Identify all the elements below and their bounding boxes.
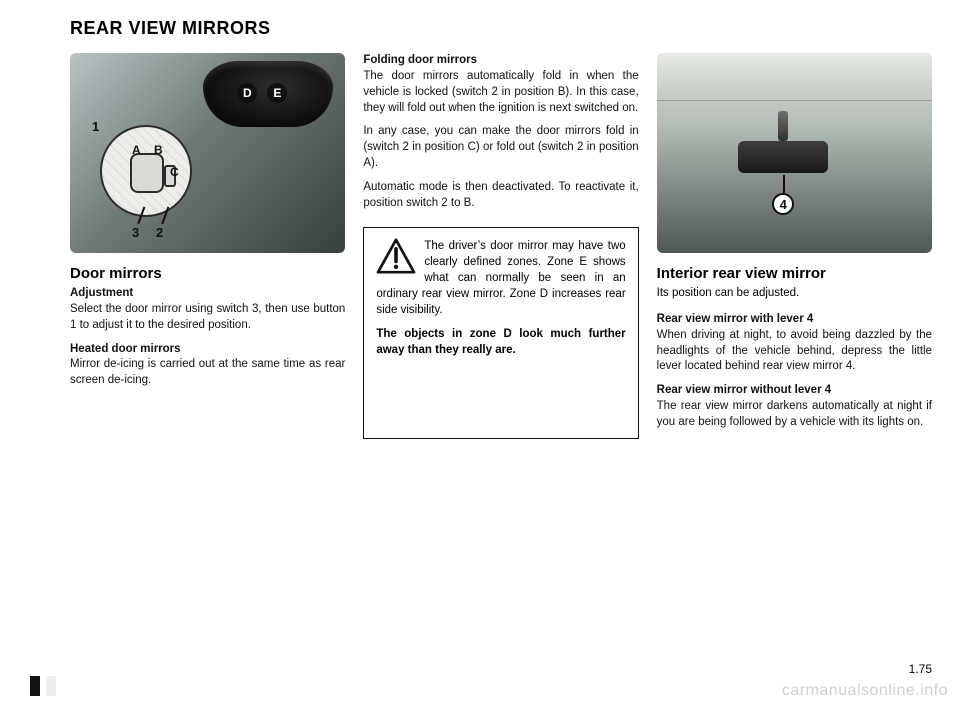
- text-adjustment: Select the door mirror using switch 3, t…: [70, 303, 345, 331]
- trim-marks: [30, 676, 56, 696]
- callout-1: 1: [92, 119, 99, 134]
- caution-box: The driver’s door mirror may have two cl…: [363, 227, 638, 439]
- paragraph-adjustment: Adjustment Select the door mirror using …: [70, 286, 345, 334]
- text-heated: Mirror de-icing is carried out at the sa…: [70, 358, 345, 386]
- letter-b: B: [154, 143, 163, 157]
- leader-line: [783, 175, 785, 193]
- heading-adjustment: Adjustment: [70, 287, 133, 299]
- callout-4: 4: [772, 193, 794, 215]
- text-folding-2: In any case, you can make the door mirro…: [363, 124, 638, 172]
- text-interior-lead: Its position can be adjusted.: [657, 286, 932, 302]
- watermark: carmanualsonline.info: [782, 682, 948, 700]
- column-3: 28522 4 Interior rear view mirror Its po…: [657, 53, 932, 439]
- figure-door-mirror: 28477 D E A B C 1 2 3: [70, 53, 345, 253]
- paragraph-folding: Folding door mirrors The door mirrors au…: [363, 53, 638, 116]
- mirror-housing-illustration: D E: [203, 61, 333, 127]
- trim-mark: [46, 676, 56, 696]
- column-2: Folding door mirrors The door mirrors au…: [363, 53, 638, 439]
- heading-with-lever: Rear view mirror with lever 4: [657, 313, 814, 325]
- trim-mark: [30, 676, 40, 696]
- text-without-lever: The rear view mirror darkens automatical…: [657, 400, 932, 428]
- caution-text-2: The objects in zone D look much further …: [376, 326, 625, 358]
- paragraph-without-lever: Rear view mirror without lever 4 The rea…: [657, 383, 932, 431]
- page: REAR VIEW MIRRORS 28477 D E A B C 1: [0, 0, 960, 710]
- paragraph-heated: Heated door mirrors Mirror de-icing is c…: [70, 342, 345, 390]
- page-title: REAR VIEW MIRRORS: [70, 18, 932, 39]
- columns: 28477 D E A B C 1 2 3: [70, 53, 932, 439]
- headliner-illustration: [657, 53, 932, 101]
- interior-mirror-illustration: [738, 141, 828, 173]
- zone-d-badge: D: [237, 83, 257, 103]
- warning-icon: [376, 238, 416, 274]
- control-knob: [130, 153, 164, 193]
- text-folding-3: Automatic mode is then deactivated. To r…: [363, 180, 638, 212]
- text-folding-1: The door mirrors automatically fold in w…: [363, 70, 638, 114]
- heading-without-lever: Rear view mirror without lever 4: [657, 384, 831, 396]
- callout-3: 3: [132, 225, 139, 240]
- heading-heated: Heated door mirrors: [70, 343, 181, 355]
- control-detail-circle: A B C: [100, 125, 192, 217]
- column-1: 28477 D E A B C 1 2 3: [70, 53, 345, 439]
- heading-folding: Folding door mirrors: [363, 54, 477, 66]
- figure-interior-mirror: 28522 4: [657, 53, 932, 253]
- letter-a: A: [132, 143, 141, 157]
- page-number: 1.75: [909, 662, 932, 676]
- letter-c: C: [170, 165, 179, 179]
- paragraph-with-lever: Rear view mirror with lever 4 When drivi…: [657, 312, 932, 375]
- zone-e-badge: E: [267, 83, 287, 103]
- callout-2: 2: [156, 225, 163, 240]
- heading-interior-mirror: Interior rear view mirror: [657, 265, 932, 282]
- heading-door-mirrors: Door mirrors: [70, 265, 345, 282]
- text-with-lever: When driving at night, to avoid being da…: [657, 329, 932, 373]
